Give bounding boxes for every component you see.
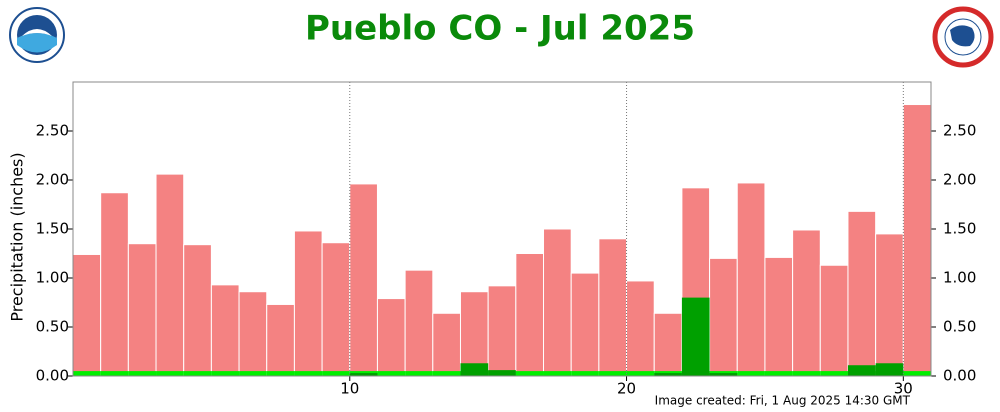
bar: [377, 371, 406, 376]
y-tick-label: 1.50: [36, 220, 69, 238]
bar: [570, 272, 600, 377]
bar: [405, 371, 433, 376]
bar: [210, 284, 240, 377]
bar: [349, 373, 378, 376]
bar: [515, 371, 544, 376]
bar: [792, 229, 821, 377]
bar: [626, 280, 655, 377]
bar: [903, 371, 931, 376]
bar: [654, 373, 682, 376]
x-tick-label: 10: [340, 380, 359, 398]
bar: [155, 173, 185, 377]
x-tick-label: 30: [894, 380, 913, 398]
bar: [543, 228, 572, 377]
bar: [820, 371, 848, 376]
y-tick-label-right: 2.50: [943, 122, 976, 140]
chart-title: Pueblo CO - Jul 2025: [305, 9, 695, 49]
bar: [681, 297, 710, 376]
bar: [183, 244, 212, 377]
y-tick-label: 1.00: [36, 269, 69, 287]
bar: [875, 233, 904, 377]
y-tick-label-right: 2.00: [943, 171, 976, 189]
bar: [73, 371, 101, 376]
y-tick-label: 0.50: [36, 318, 69, 336]
bar: [349, 183, 378, 377]
bar: [487, 285, 517, 377]
bar: [266, 371, 295, 376]
bar: [128, 371, 157, 376]
bar: [183, 371, 212, 376]
bar: [156, 371, 184, 376]
bar: [294, 371, 323, 376]
bar: [432, 312, 461, 377]
plot-frame: [72, 81, 932, 377]
bar: [211, 371, 240, 376]
bar: [709, 257, 738, 377]
annotation: Image created: Fri, 1 Aug 2025 14:30 GMT: [655, 394, 911, 408]
bar: [266, 303, 295, 377]
nws-logo: [932, 6, 994, 68]
bar: [100, 192, 129, 377]
bar: [238, 291, 268, 377]
bar: [847, 210, 877, 377]
bar: [127, 243, 157, 377]
bar: [709, 373, 738, 376]
y-tick-label: 2.50: [36, 122, 69, 140]
bar: [515, 253, 545, 377]
noaa-logo: [9, 7, 65, 63]
y-axis-label: Precipitation (inches): [8, 152, 27, 321]
bar: [819, 264, 849, 377]
bar: [764, 256, 794, 377]
bar: [322, 371, 350, 376]
bar: [72, 253, 102, 377]
bar: [460, 363, 489, 376]
bar: [764, 371, 793, 376]
y-tick-label: 2.00: [36, 171, 69, 189]
y-tick-label-right: 0.00: [943, 367, 976, 385]
bar: [902, 104, 932, 377]
bar: [736, 182, 766, 377]
bar: [488, 370, 516, 376]
bar: [571, 371, 599, 376]
y-tick-label: 0.00: [36, 367, 69, 385]
bar: [239, 371, 267, 376]
bar: [875, 363, 904, 376]
y-tick-label-right: 1.00: [943, 269, 976, 287]
y-tick-label-right: 1.50: [943, 220, 976, 238]
bar: [653, 312, 683, 377]
bar: [598, 238, 628, 377]
bar: [404, 269, 434, 377]
x-tick-label: 20: [617, 380, 636, 398]
bar: [598, 371, 627, 376]
bar: [543, 371, 572, 376]
y-tick-label-right: 0.50: [943, 318, 976, 336]
bar: [293, 230, 323, 377]
bar: [321, 242, 351, 377]
bar: [792, 371, 821, 376]
bar: [737, 371, 765, 376]
bar: [100, 371, 129, 376]
bar: [459, 291, 489, 377]
bar: [626, 371, 655, 376]
bar: [847, 365, 876, 376]
bar: [376, 298, 406, 377]
bar: [432, 371, 461, 376]
